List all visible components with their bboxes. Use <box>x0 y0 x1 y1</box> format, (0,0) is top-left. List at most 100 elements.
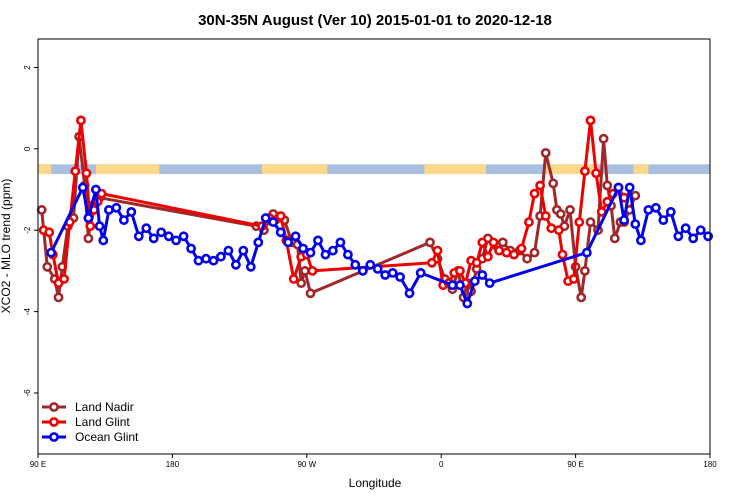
plot-frame <box>37 38 711 455</box>
land-band-segment-3 <box>424 164 486 175</box>
y-tick-label-2: -2 <box>23 226 32 234</box>
ocean-glint-point-14 <box>163 231 174 242</box>
land-band-segment-4 <box>545 164 598 175</box>
land-band-segment-2 <box>262 164 328 175</box>
ocean-glint-point-20 <box>208 255 219 266</box>
x-tick-label-3: 0 <box>439 460 444 469</box>
series-ocean-glint <box>46 182 713 309</box>
land-nadir-point-52 <box>598 133 609 144</box>
land-band-segment-5 <box>633 164 649 175</box>
ocean-glint-point-0 <box>46 247 56 258</box>
ocean-glint-point-54 <box>581 247 592 258</box>
land-glint-point-49 <box>585 115 596 126</box>
ocean-glint-point-35 <box>320 249 331 260</box>
ocean-band <box>38 164 710 175</box>
ocean-glint-point-60 <box>643 204 654 215</box>
land-glint-point-6 <box>70 166 81 177</box>
ocean-glint-point-4 <box>94 221 105 232</box>
ocean-glint-point-39 <box>350 259 361 270</box>
ocean-glint-point-25 <box>245 261 256 272</box>
ocean-glint-point-2 <box>83 213 94 223</box>
series-layer <box>36 115 713 309</box>
land-glint-point-48 <box>580 166 590 177</box>
ocean-glint-point-52 <box>477 270 488 280</box>
land-nadir-point-1 <box>42 261 53 272</box>
land-nadir-point-55 <box>609 233 620 244</box>
land-glint-point-44 <box>557 249 568 260</box>
x-tick-label-2: 90 W <box>297 460 316 469</box>
land-glint-point-38 <box>524 217 534 227</box>
land-glint-point-36 <box>509 249 519 260</box>
land-nadir-point-44 <box>555 209 566 219</box>
x-tick-label-0: 90 E <box>30 460 46 469</box>
land-band-segment-0 <box>38 164 52 175</box>
chart-title: 30N-35N August (Ver 10) 2015-01-01 to 20… <box>198 12 552 29</box>
land-glint-point-40 <box>535 180 545 191</box>
land-glint-point-33 <box>488 237 499 248</box>
land-glint-point-46 <box>568 274 579 284</box>
ocean-glint-point-37 <box>335 237 346 248</box>
series-land-nadir <box>36 131 641 303</box>
ocean-glint-point-10 <box>133 231 144 242</box>
legend-label-1: Land Glint <box>75 415 130 429</box>
legend-entry-ocean-glint: Ocean Glint <box>42 430 139 444</box>
ocean-glint-point-61 <box>651 202 661 213</box>
ocean-glint-point-24 <box>238 245 249 256</box>
ocean-glint-point-45 <box>395 272 405 282</box>
ocean-glint-point-28 <box>268 217 279 227</box>
ocean-glint-point-22 <box>223 245 234 256</box>
legend-entry-land-glint: Land Glint <box>42 415 130 429</box>
land-nadir-point-21 <box>299 265 310 276</box>
x-tick-label-4: 90 E <box>567 460 583 469</box>
ocean-glint-point-46 <box>404 288 415 299</box>
ocean-glint-point-29 <box>275 227 286 238</box>
ocean-glint-point-56 <box>619 215 629 225</box>
land-glint-point-18 <box>288 274 299 284</box>
ocean-glint-point-41 <box>365 259 376 270</box>
land-nadir-point-22 <box>305 288 316 299</box>
ocean-glint-point-49 <box>454 280 465 291</box>
land-nadir-point-41 <box>540 147 551 158</box>
x-tick-label-1: 180 <box>166 460 180 469</box>
land-glint-point-43 <box>553 225 564 236</box>
land-nadir-point-35 <box>497 237 508 248</box>
ocean-glint-point-57 <box>624 182 635 193</box>
land-glint-point-47 <box>574 217 585 227</box>
legend-swatch-marker-2 <box>49 432 59 442</box>
y-axis-label: XCO2 - MLO trend (ppm) <box>0 179 13 314</box>
ocean-glint-point-15 <box>171 235 181 246</box>
ocean-glint-point-1 <box>77 182 88 193</box>
land-glint-point-1 <box>44 227 55 238</box>
y-tick-label-4: -6 <box>23 389 32 397</box>
land-glint-point-8 <box>81 168 92 179</box>
land-glint-point-22 <box>426 257 437 268</box>
land-glint-point-34 <box>494 245 504 256</box>
land-glint-point-4 <box>59 274 69 284</box>
ocean-glint-point-17 <box>186 243 196 254</box>
ocean-glint-point-31 <box>290 231 301 242</box>
ocean-glint-point-55 <box>613 182 624 193</box>
ocean-glint-point-67 <box>695 225 706 236</box>
land-nadir-point-48 <box>576 292 587 303</box>
land-glint-point-50 <box>591 168 601 179</box>
ocean-glint-point-65 <box>680 223 691 234</box>
y-tick-label-0: 2 <box>23 65 32 70</box>
ocean-glint-point-13 <box>156 227 167 238</box>
land-nadir-point-20 <box>296 278 307 288</box>
x-tick-label-5: 180 <box>703 460 717 469</box>
y-tick-label-3: -4 <box>23 307 32 315</box>
land-glint-point-39 <box>529 188 540 199</box>
ocean-glint-point-18 <box>193 255 204 266</box>
land-nadir-point-42 <box>548 178 559 189</box>
axes: 90 E 180 90 W 0 90 E 180 2 0 -2 -4 -6 <box>23 65 717 469</box>
ocean-glint-point-19 <box>201 253 211 264</box>
ocean-glint-point-47 <box>415 267 426 278</box>
ocean-glint-point-50 <box>462 298 473 309</box>
land-ocean-band <box>38 164 710 175</box>
land-nadir-point-38 <box>522 253 532 264</box>
ocean-glint-point-16 <box>178 231 189 242</box>
land-glint-point-27 <box>454 265 465 276</box>
land-nadir-point-46 <box>565 204 575 215</box>
ocean-glint-point-27 <box>260 213 271 223</box>
land-glint-point-23 <box>432 245 443 256</box>
